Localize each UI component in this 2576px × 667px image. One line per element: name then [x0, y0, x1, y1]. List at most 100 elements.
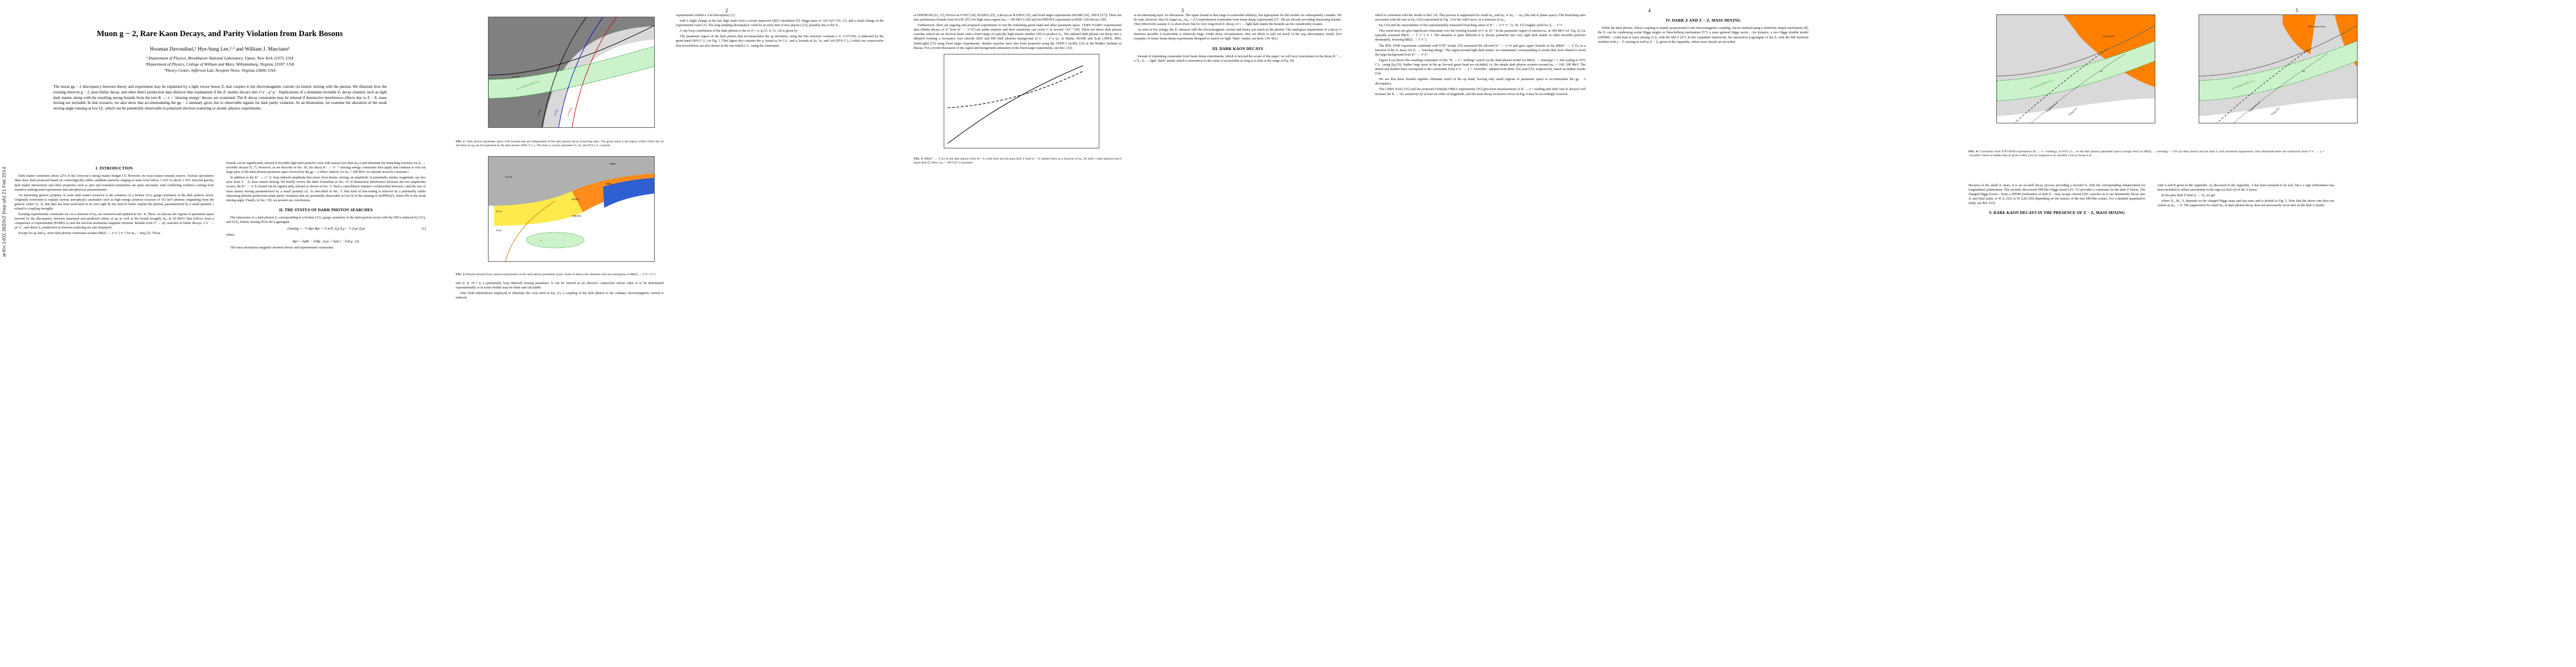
- paragraph: where: [226, 233, 235, 237]
- paragraph: Because of the small Zₑ mass, it is an o…: [1969, 184, 2145, 206]
- paragraph: A one loop contribution of the dark phot…: [680, 29, 798, 33]
- page-number: 2: [725, 8, 729, 13]
- page-number: 5: [2295, 8, 2299, 13]
- plot-canvas: KLOE BaBar E774 E141 APEX MAMI aμ PHENIX: [489, 156, 654, 261]
- figure-4-caption-text: Constraints from E787/E949 experiments (…: [1969, 150, 2325, 158]
- figure-4-panel-a: aμ aμ explained (90% CL) E787/E949 Izagu…: [1967, 14, 2155, 123]
- figure-4a-plot: aμ aμ explained (90% CL) E787/E949 Izagu…: [1996, 14, 2155, 123]
- paragraph: In the pure dark Z limit (ε → 0), we get: [2161, 194, 2215, 198]
- paragraph: Except for aμ and aₑ, most dark photon c…: [18, 232, 161, 236]
- affiliation-3: ³Theory Center, Jefferson Lab, Newport N…: [164, 67, 276, 73]
- annotation-apex: APEX: [605, 182, 612, 185]
- affiliation-1: ¹ Department of Physics, Brookhaven Nati…: [146, 56, 293, 61]
- figure-3-svg: [944, 54, 1099, 148]
- paragraph: and |ε| ≲ 10⁻³ is a (potentially loop in…: [456, 281, 664, 290]
- paragraph: We see that these bounds together elimin…: [1375, 78, 1586, 86]
- section-heading-rare-kaon-decays-mixing: V. RARE KAON DECAYS IN THE PRESENCE OF Z…: [1989, 211, 2125, 216]
- figure-4b-plot: aμ aμ explained (90% CL) Max suppression…: [2199, 14, 2358, 123]
- paragraph: with a slight change in the last digit m…: [676, 19, 884, 28]
- arxiv-stamp: arXiv:1402.3620v2 [hep-ph] 21 Feb 2014: [1, 167, 7, 257]
- paragraph: After field redefinitions employed to el…: [456, 291, 664, 300]
- figure-1-svg: [489, 17, 654, 127]
- figure-1-caption: FIG. 1: Dark photon parameter space with…: [456, 140, 664, 148]
- pdf-page-1[interactable]: arXiv:1402.3620v2 [hep-ph] 21 Feb 2014 M…: [0, 0, 439, 667]
- pdf-page-3[interactable]: 3 at SINDRUM [22, 23], WASA-at-COSY [24]…: [895, 0, 1356, 667]
- affiliation-2: ²Department of Physics, College of Willi…: [145, 62, 295, 67]
- figure-3-caption: FIG. 3: BR(K⁺ → π⁺Zₑ) in the dark photon…: [914, 157, 1122, 166]
- page4-body: which is consistent with the results in …: [1375, 13, 1808, 98]
- paragraph: This result does not give significant co…: [1375, 29, 1586, 42]
- page4-column-left: which is consistent with the results in …: [1375, 13, 1586, 98]
- paragraph: The parameter region of the dark photon …: [676, 35, 884, 48]
- equation-body: ℒmixing = −½ Bμν Bμν + ½ m²Zₑ Zₑμ Zₑμ − …: [287, 227, 365, 231]
- annotation-e787-e949: E787/E949: [2102, 35, 2114, 38]
- paragraph: at SINDRUM [22, 23], WASA-at-COSY [24], …: [914, 14, 1122, 22]
- figure-4: aμ aμ explained (90% CL) E787/E949 Izagu…: [1967, 14, 2358, 123]
- paragraph: Dark matter constitutes about 22% of the…: [14, 175, 214, 192]
- figure-1: aμ (3σ) aμ explained (90% CL) aₑ (3σ) aₑ…: [456, 17, 664, 148]
- figure-4-number: FIG. 4:: [1969, 150, 1979, 153]
- annotation-phenix: PHENIX: [572, 214, 581, 217]
- paragraph: While the dark photon, whose coupling is…: [1598, 27, 1808, 44]
- figure-2-caption: FIG. 2: Present bounds from various expe…: [456, 273, 664, 277]
- figure-4-caption: FIG. 4: Constraints from E787/E949 exper…: [1969, 150, 2324, 158]
- pdf-page-4[interactable]: 4 which is consistent with the results i…: [1356, 0, 1823, 667]
- paragraph: which is consistent with the results in …: [1375, 14, 1586, 22]
- page4-column-right: IV. DARK Z AND Z − Zₑ MASS MIXING While …: [1598, 13, 1808, 98]
- annotation-max-suppression: Max suppression: [2308, 25, 2326, 28]
- plot-canvas: aμ aμ explained (90% CL) Max suppression…: [2199, 15, 2357, 123]
- pdf-page-2[interactable]: 2: [439, 0, 895, 667]
- page1-column-left: I. INTRODUCTION Dark matter constitutes …: [14, 161, 214, 252]
- equation-2: Bμν = ∂μBν − ∂νBμ , Zₑμν = ∂μZₑν − ∂νZₑμ…: [292, 240, 360, 244]
- abstract: The muon gμ − 2 discrepancy between theo…: [53, 84, 387, 111]
- figure-2-caption-text: Present bounds from various experiments …: [466, 272, 657, 276]
- equation-tag: (1): [421, 227, 426, 231]
- annotation-a-mu: aμ: [2303, 69, 2305, 72]
- figure-1-caption-text: Dark photon parameter space with bounds …: [456, 140, 664, 148]
- plot-canvas: aμ aμ explained (90% CL) E787/E949 Izagu…: [1997, 15, 2155, 123]
- page1-column-right: bounds can be significantly relaxed if i…: [226, 161, 426, 252]
- page-number: 4: [1648, 8, 1651, 13]
- page2-column-left: aμ (3σ) aμ explained (90% CL) aₑ (3σ) aₑ…: [456, 13, 664, 301]
- paragraph: experimental exhibit a 3.6σ discrepancy …: [676, 14, 735, 17]
- paragraph: The BNL E949 experiment combined with E7…: [1375, 44, 1586, 57]
- page-title: Muon g − 2, Rare Kaon Decays, and Parity…: [97, 29, 343, 38]
- paragraph: Eq. (10) and the uncertainties of the ex…: [1379, 24, 1564, 28]
- figure-3-plot: [944, 53, 1099, 148]
- page5-body: Because of the small Zₑ mass, it is an o…: [1969, 183, 2335, 219]
- paragraph: Figure 4 (a) shows the resulting constra…: [1375, 58, 1586, 76]
- paragraph: Instead of explaining constraints from b…: [1134, 54, 1342, 63]
- paragraph: Existing experimental constraints on ε a…: [14, 213, 214, 230]
- figure-2-number: FIG. 2:: [456, 272, 466, 276]
- paragraph: The CERN NA62 [55] and the proposed Ferm…: [1375, 88, 1586, 96]
- annotation-e774: E774: [496, 210, 502, 213]
- annotation-kloe: KLOE: [505, 175, 512, 178]
- author-list: Hooman Davoudiasl,¹ Hye-Sung Lee,²·³ and…: [150, 47, 290, 53]
- paragraph: Furthermore, there are ongoing and propo…: [914, 24, 1122, 50]
- annotation-a-mu: aμ: [540, 238, 542, 242]
- page-number: 3: [1181, 8, 1184, 13]
- section-heading-introduction: I. INTRODUCTION: [96, 166, 133, 171]
- figure-1-number: FIG. 1:: [456, 140, 466, 143]
- page2-body: aμ (3σ) aμ explained (90% CL) aₑ (3σ) aₑ…: [456, 13, 884, 301]
- figure-3-caption-text: BR(K⁺ → π⁺Zₑ) in the dark photon limit (…: [914, 157, 1122, 165]
- paragraph: with A and B given in the Appendix. As d…: [2158, 184, 2334, 192]
- page3-body: at SINDRUM [22, 23], WASA-at-COSY [24], …: [914, 13, 1342, 166]
- page5-column-right: with A and B given in the Appendix. As d…: [2158, 183, 2334, 219]
- page5-column-left: Because of the small Zₑ mass, it is an o…: [1969, 183, 2145, 219]
- figure-4-panel-b: aμ aμ explained (90% CL) Max suppression…: [2170, 14, 2358, 123]
- pdf-page-5[interactable]: 5: [1823, 0, 2576, 667]
- plot-canvas: aμ (3σ) aμ explained (90% CL) aₑ (3σ) aₑ…: [489, 17, 654, 127]
- annotation-a-mu-3sigma: aμ (3σ): [512, 75, 520, 78]
- paragraph: An interesting generic property of some …: [14, 193, 214, 211]
- figure-2-plot: KLOE BaBar E774 E141 APEX MAMI aμ PHENIX…: [488, 156, 655, 262]
- paragraph: As seen at low energy, the Zₑ interacts …: [1134, 28, 1342, 41]
- paragraph: where X₁, M₁, δ₂ depends on the charged …: [2158, 200, 2334, 208]
- page3-column-right: as an interesting topic for discussion. …: [1134, 13, 1342, 166]
- annotation-mami: MAMI: [572, 197, 580, 201]
- figure-2: KLOE BaBar E774 E141 APEX MAMI aμ PHENIX…: [456, 156, 664, 301]
- section-heading-dark-photon-searches: II. THE STATUS OF DARK PHOTON SEARCHES: [279, 207, 373, 212]
- paragraph: bounds can be significantly relaxed if i…: [226, 162, 426, 175]
- page1-body: I. INTRODUCTION Dark matter constitutes …: [14, 161, 426, 252]
